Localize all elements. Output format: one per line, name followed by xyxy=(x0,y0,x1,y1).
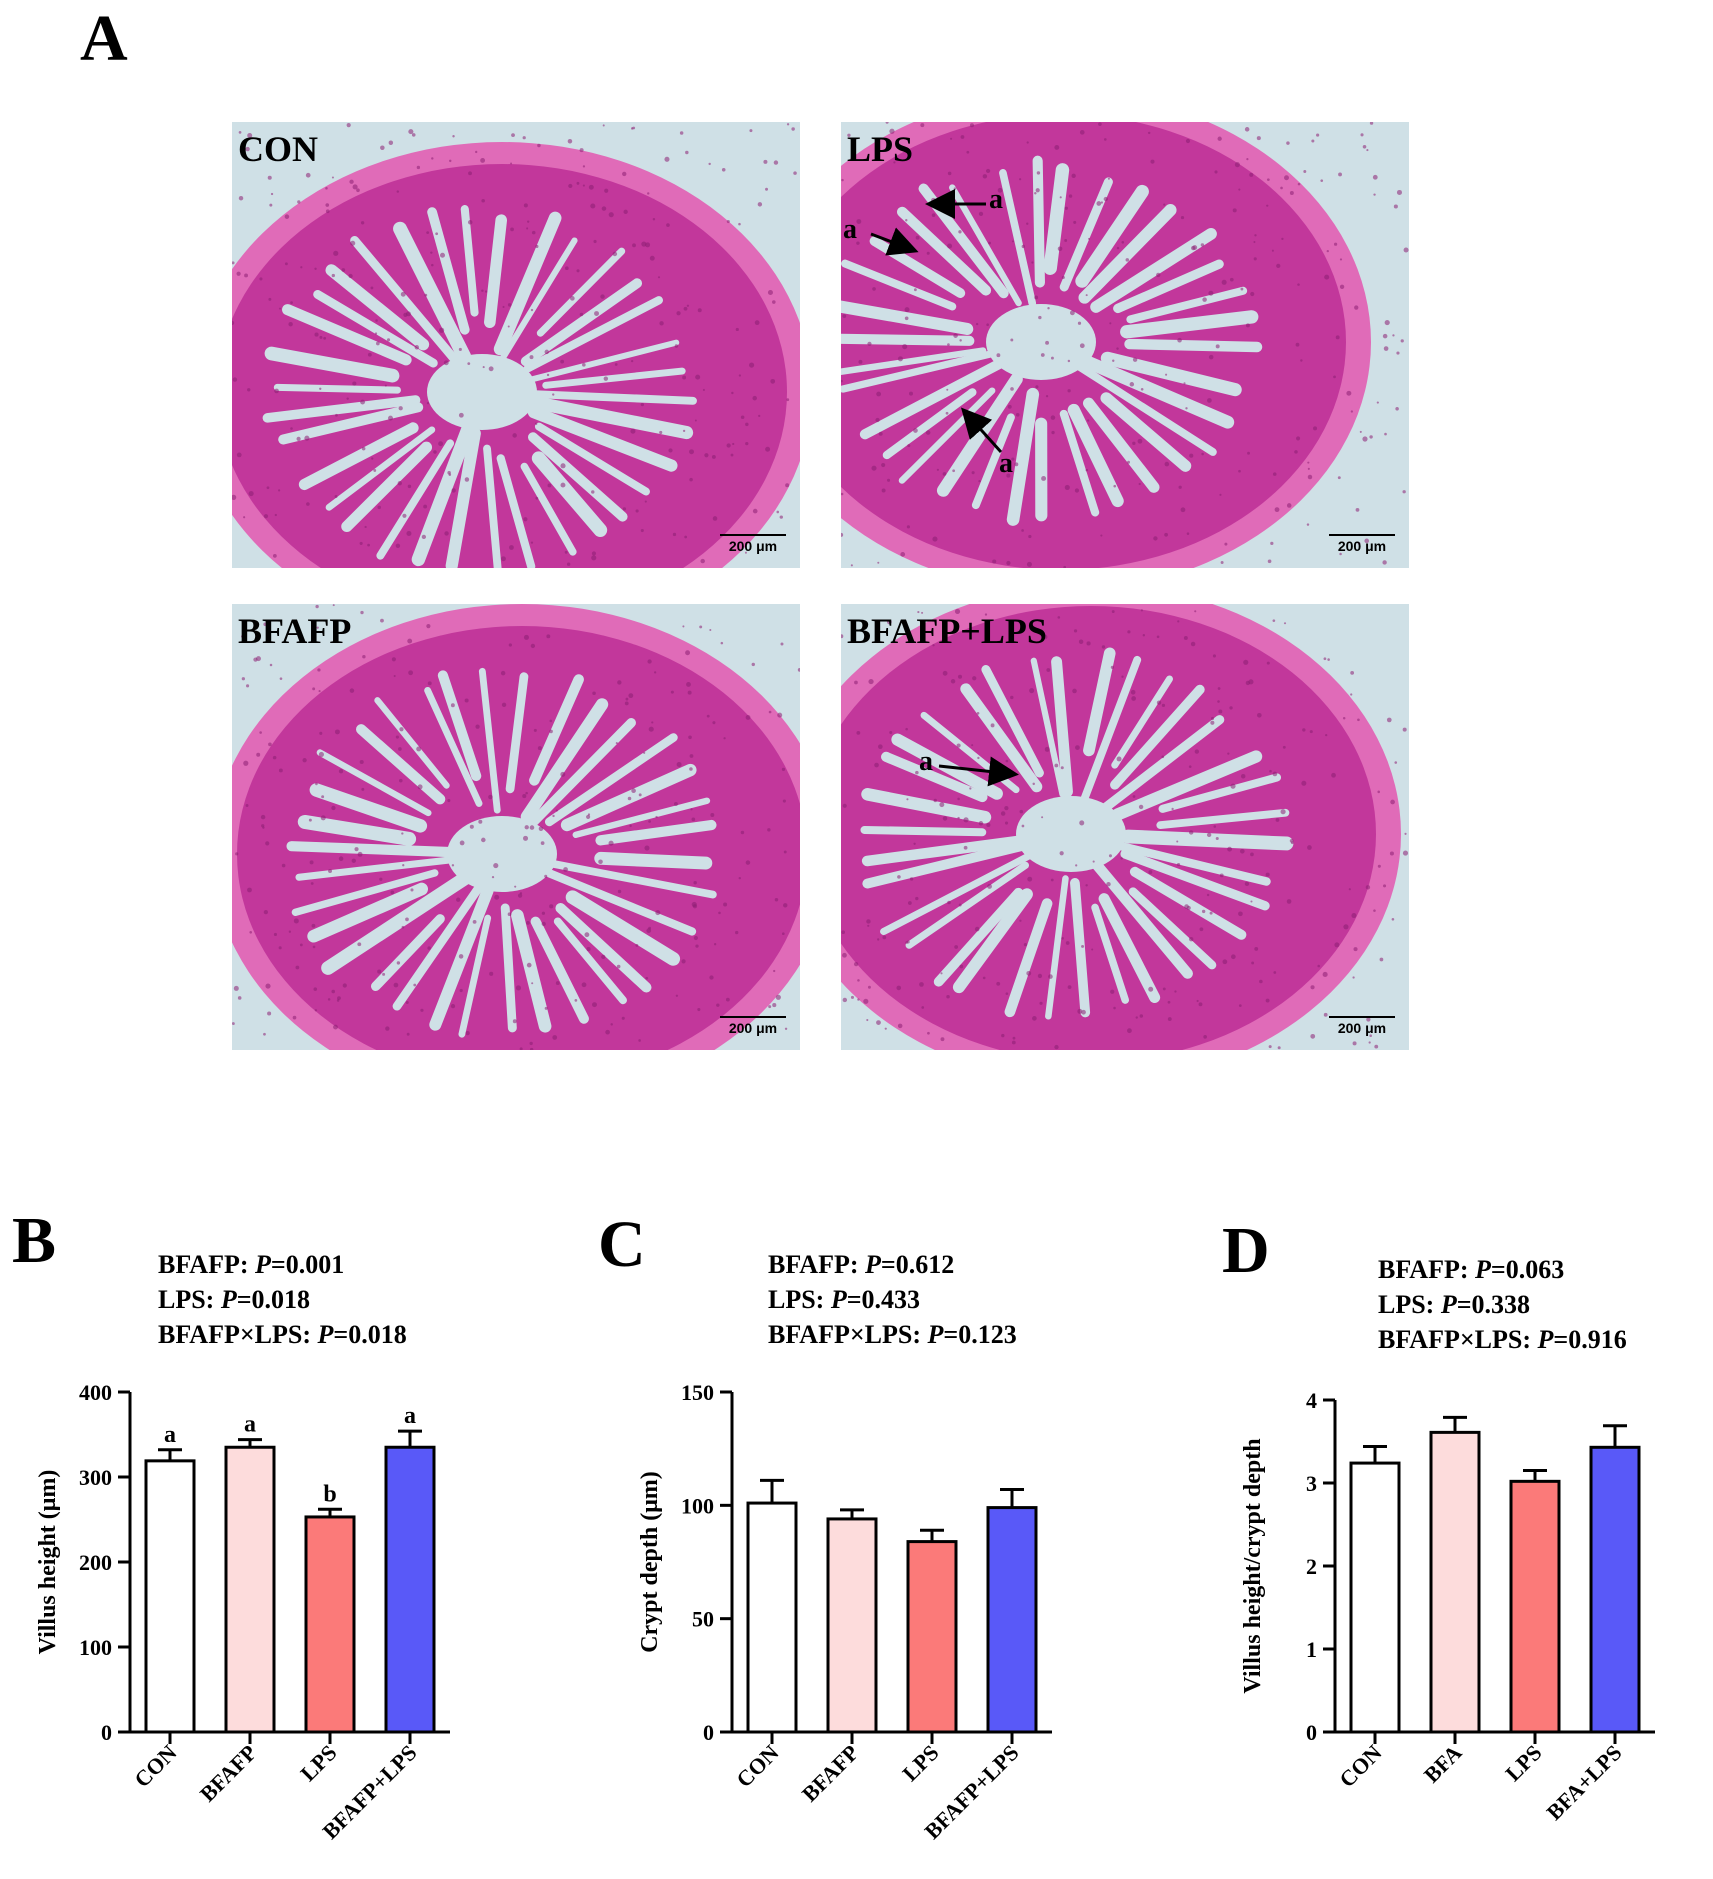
tissue-image xyxy=(841,604,1409,1050)
y-axis-label: Crypt depth (μm) xyxy=(637,1471,663,1653)
x-tick-label: CON xyxy=(731,1740,783,1792)
panel-letter-c: C xyxy=(598,1208,646,1281)
arrow-label: a xyxy=(919,746,933,777)
chart-villus-crypt-ratio: 0 1 2 3 4 Villus height/crypt depth CON BFA LPSB… xyxy=(1240,1388,1655,1825)
y-axis-label: Villus height/crypt depth xyxy=(1240,1438,1266,1693)
scale-bar-label: 200 μm xyxy=(728,1020,778,1036)
stats-line: BFAFP×LPS: P=0.018 xyxy=(158,1320,407,1349)
stats-line: BFAFP×LPS: P=0.916 xyxy=(1378,1325,1627,1354)
micrograph-bfafp: BFAFP 200 μm xyxy=(232,604,800,1050)
micrograph-label: LPS xyxy=(847,129,914,169)
arrow-label: a xyxy=(843,214,857,245)
stats-block-d: BFAFP: P=0.063 LPS: P=0.338 BFAFP×LPS: P… xyxy=(1378,1252,1627,1357)
arrow-label: a xyxy=(989,184,1003,215)
x-tick-label: CON xyxy=(1334,1740,1386,1792)
x-tick-label: BFAFP xyxy=(797,1740,864,1807)
y-tick-label: 0 xyxy=(703,1720,714,1745)
scale-bar: 200 μm xyxy=(1329,534,1395,554)
y-tick-label: 50 xyxy=(692,1607,714,1632)
x-tick-label: CON xyxy=(129,1740,181,1792)
stats-line: BFAFP: P=0.612 xyxy=(768,1250,955,1279)
scale-bar-label: 200 μm xyxy=(728,538,778,554)
scale-bar: 200 μm xyxy=(720,1016,786,1036)
bar xyxy=(144,1459,196,1734)
y-tick-label: 100 xyxy=(79,1635,112,1660)
significance-letter: a xyxy=(404,1403,416,1429)
panel-letter-b: B xyxy=(12,1204,57,1277)
bar xyxy=(1429,1430,1481,1734)
bar xyxy=(826,1517,878,1734)
x-tick-label: BFA xyxy=(1419,1740,1467,1788)
y-tick-label: 400 xyxy=(79,1380,112,1405)
y-tick-label: 0 xyxy=(101,1720,112,1745)
arrow-3 xyxy=(960,407,1003,454)
significance-letter: a xyxy=(164,1422,176,1448)
stats-block-b: BFAFP: P=0.001 LPS: P=0.018 BFAFP×LPS: P… xyxy=(158,1247,407,1352)
micrograph-lps: a a a LPS 200 μm xyxy=(841,122,1409,568)
y-tick-label: 150 xyxy=(681,1380,714,1405)
significance-letter: b xyxy=(323,1481,336,1507)
micrograph-label: BFAFP xyxy=(238,611,352,651)
stats-line: BFAFP: P=0.063 xyxy=(1378,1255,1565,1284)
significance-letter: a xyxy=(244,1412,256,1438)
y-tick-label: 2 xyxy=(1306,1554,1317,1579)
bar xyxy=(224,1445,276,1734)
arrow-label: a xyxy=(999,448,1013,479)
bar xyxy=(1589,1445,1641,1734)
y-tick-label: 300 xyxy=(79,1465,112,1490)
y-tick-label: 100 xyxy=(681,1493,714,1518)
micrograph-label: CON xyxy=(238,129,318,169)
scale-bar: 200 μm xyxy=(720,534,786,554)
y-tick-label: 1 xyxy=(1306,1637,1317,1662)
tissue-image xyxy=(232,122,800,568)
micrograph-label: BFAFP+LPS xyxy=(847,611,1047,651)
arrow-overlay xyxy=(938,756,1019,787)
stats-block-c: BFAFP: P=0.612 LPS: P=0.433 BFAFP×LPS: P… xyxy=(768,1247,1017,1352)
arrow-1 xyxy=(938,756,1019,787)
bar xyxy=(304,1515,356,1734)
tissue-image xyxy=(232,604,800,1050)
bar xyxy=(1509,1479,1561,1734)
bar xyxy=(384,1445,436,1734)
micrograph-con: CON 200 μm xyxy=(232,122,800,568)
stats-line: LPS: P=0.338 xyxy=(1378,1290,1531,1319)
tissue-image xyxy=(841,122,1409,568)
scale-bar-label: 200 μm xyxy=(1337,538,1387,554)
stats-line: LPS: P=0.433 xyxy=(768,1285,921,1314)
y-axis-label: Villus height (μm) xyxy=(35,1470,61,1655)
stats-line: BFAFP×LPS: P=0.123 xyxy=(768,1320,1017,1349)
stats-line: BFAFP: P=0.001 xyxy=(158,1250,345,1279)
arrow-2 xyxy=(870,227,919,256)
x-tick-label: BFAFP xyxy=(195,1740,262,1807)
scale-bar: 200 μm xyxy=(1329,1016,1395,1036)
x-tick-label: LPS xyxy=(295,1740,341,1786)
bar xyxy=(746,1501,798,1734)
micrograph-bfafp-lps: a BFAFP+LPS 200 μm xyxy=(841,604,1409,1050)
chart-villus-height: 0 100 200 300 400 Villus height (μm) a CON a BFAF… xyxy=(35,1380,450,1844)
bar xyxy=(906,1540,958,1734)
x-tick-label: BFA+LPS xyxy=(1541,1740,1626,1825)
panel-letter-a: A xyxy=(80,2,128,75)
bar xyxy=(1349,1461,1401,1734)
panel-letter-d: D xyxy=(1222,1214,1270,1287)
y-tick-label: 4 xyxy=(1306,1388,1317,1413)
y-tick-label: 3 xyxy=(1306,1471,1317,1496)
scale-bar-label: 200 μm xyxy=(1337,1020,1387,1036)
stats-line: LPS: P=0.018 xyxy=(158,1285,311,1314)
bar xyxy=(986,1506,1038,1734)
arrow-overlay xyxy=(870,189,1003,454)
x-tick-label: LPS xyxy=(897,1740,943,1786)
y-tick-label: 200 xyxy=(79,1550,112,1575)
x-tick-label: LPS xyxy=(1500,1740,1546,1786)
y-tick-label: 0 xyxy=(1306,1720,1317,1745)
